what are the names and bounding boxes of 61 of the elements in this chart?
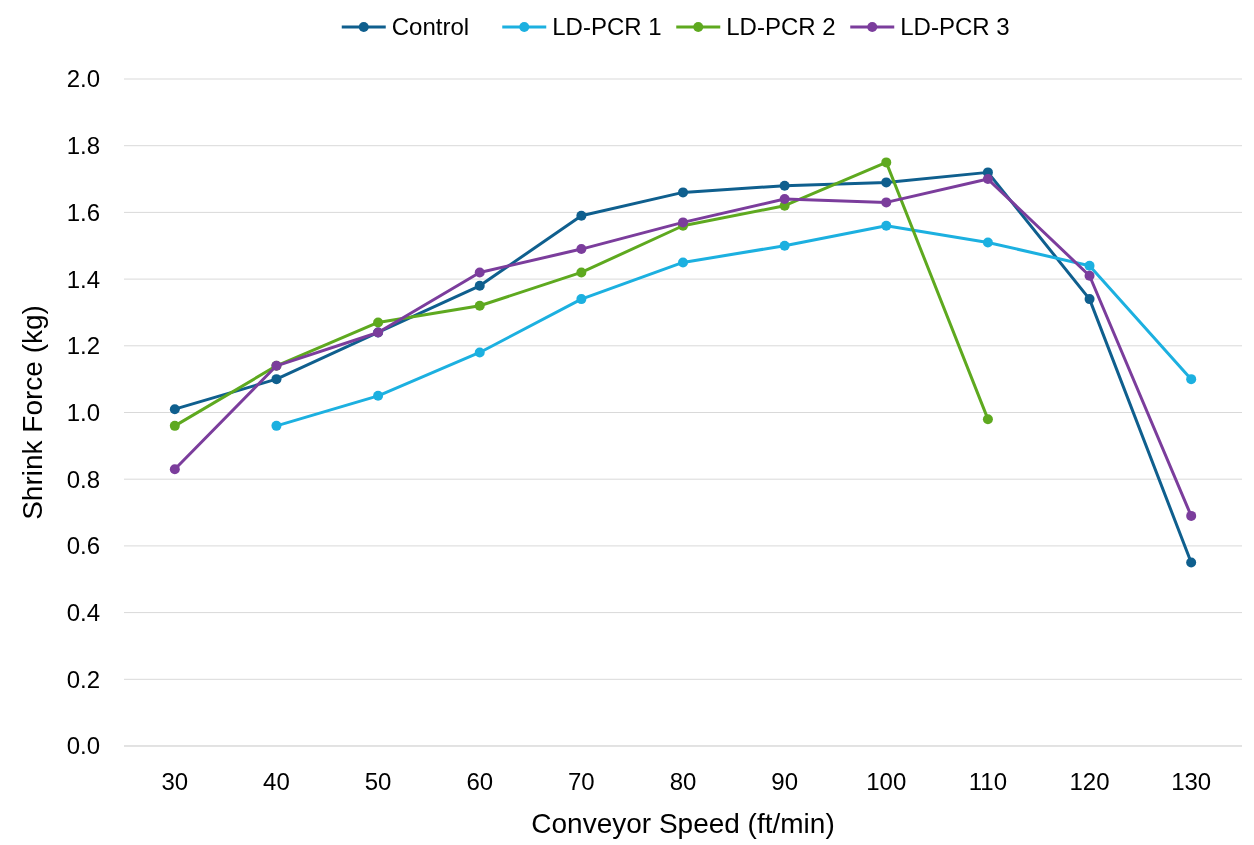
x-tick-label: 80 [669, 768, 697, 795]
point [982, 237, 993, 248]
y-tick-label: 0.8 [66, 465, 100, 493]
point [474, 347, 485, 358]
y-tick-label: 0.2 [66, 665, 100, 693]
x-axis-title: Conveyor Speed (ft/min) [531, 808, 835, 839]
point [678, 257, 688, 268]
point [1186, 374, 1197, 385]
point [169, 464, 180, 475]
x-tick-label: 100 [866, 768, 907, 795]
point [779, 180, 790, 191]
point [169, 404, 180, 415]
y-tick-label: 1.2 [66, 332, 100, 360]
y-tick-label: 1.0 [66, 398, 100, 426]
y-tick-label: 1.4 [66, 265, 100, 293]
point [474, 300, 485, 311]
point [678, 187, 688, 198]
x-tick-label: 110 [968, 768, 1008, 795]
point [1084, 294, 1095, 305]
point [779, 194, 790, 205]
legend-label: LD-PCR 2 [726, 13, 836, 41]
point [982, 174, 993, 185]
x-tick-label: 120 [1069, 768, 1110, 795]
y-tick-label: 1.6 [66, 198, 100, 226]
point [373, 390, 384, 401]
legend-label: LD-PCR 3 [900, 13, 1010, 41]
point [1084, 260, 1095, 271]
y-tick-label: 0.0 [66, 732, 100, 760]
y-tick-label: 1.8 [66, 132, 100, 160]
x-tick-label: 30 [161, 768, 189, 795]
point [1084, 270, 1095, 281]
x-tick-label: 90 [771, 768, 798, 795]
x-tick-label: 50 [364, 768, 392, 795]
x-tick-label: 70 [568, 768, 595, 795]
y-axis-title: Shrink Force (kg) [17, 305, 48, 520]
x-tick-label: 60 [466, 768, 494, 795]
point [881, 197, 892, 208]
point [881, 157, 892, 168]
point [1186, 557, 1197, 568]
point [779, 240, 790, 251]
point [474, 280, 485, 291]
point [373, 317, 384, 328]
point [982, 414, 993, 425]
y-tick-label: 0.6 [66, 532, 100, 560]
y-tick-label: 0.4 [66, 599, 100, 626]
point [881, 177, 892, 188]
point [474, 267, 485, 278]
x-tick-label: 130 [1171, 768, 1212, 795]
point [576, 267, 587, 278]
point [169, 420, 180, 431]
point [881, 220, 892, 231]
x-tick-label: 40 [263, 768, 290, 795]
point [576, 210, 587, 221]
y-tick-label: 2.0 [66, 65, 100, 93]
point [576, 244, 587, 255]
legend-label: Control [391, 13, 470, 41]
point [576, 294, 587, 305]
legend-label: LD-PCR 1 [552, 13, 662, 41]
point [271, 374, 282, 385]
point [271, 420, 282, 431]
point [1186, 510, 1197, 521]
